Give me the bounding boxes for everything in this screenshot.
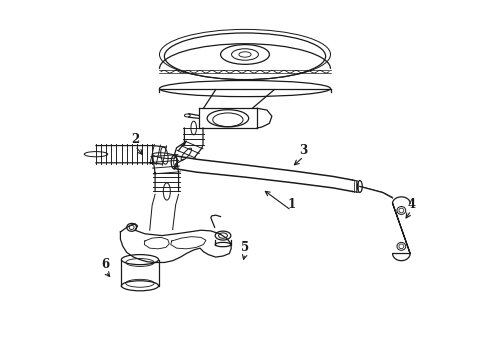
Text: 6: 6 [102, 258, 110, 271]
Text: 2: 2 [131, 133, 139, 146]
Text: 3: 3 [299, 144, 308, 157]
Text: 1: 1 [287, 198, 295, 211]
Text: 5: 5 [241, 240, 249, 253]
Text: 4: 4 [407, 198, 415, 211]
